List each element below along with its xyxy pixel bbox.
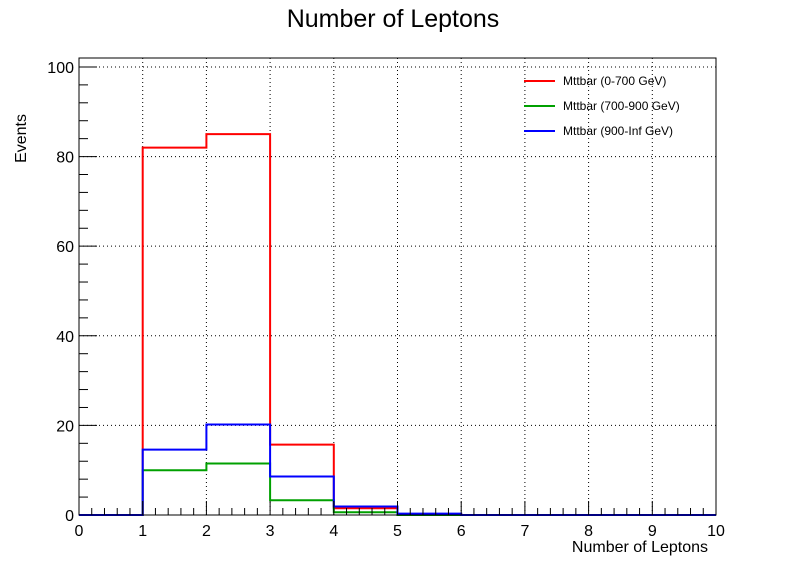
x-tick-label: 7 bbox=[520, 523, 529, 540]
x-tick-label: 8 bbox=[584, 523, 593, 540]
x-tick-label: 5 bbox=[393, 523, 402, 540]
y-tick-label: 0 bbox=[65, 508, 74, 525]
x-tick-label: 1 bbox=[138, 523, 147, 540]
legend-label: Mttbar (900-Inf GeV) bbox=[563, 124, 673, 138]
axis-ticks bbox=[78, 66, 717, 516]
series-layer bbox=[79, 133, 716, 516]
x-tick-label: 4 bbox=[329, 523, 338, 540]
legend: Mttbar (0-700 GeV) Mttbar (700-900 GeV) Mt… bbox=[524, 74, 680, 138]
series-line-1 bbox=[79, 133, 716, 516]
legend-label: Mttbar (0-700 GeV) bbox=[563, 74, 666, 88]
y-tick-label: 60 bbox=[56, 239, 74, 256]
y-tick-label: 80 bbox=[56, 150, 74, 167]
y-tick-label: 100 bbox=[47, 60, 74, 77]
y-tick-label: 40 bbox=[56, 329, 74, 346]
x-axis-label: Number of Leptons bbox=[572, 539, 708, 556]
legend-label: Mttbar (700-900 GeV) bbox=[563, 99, 680, 113]
x-tick-label: 10 bbox=[707, 523, 725, 540]
x-tick-label: 6 bbox=[457, 523, 466, 540]
x-tick-label: 3 bbox=[266, 523, 275, 540]
y-axis-label: Events bbox=[13, 114, 30, 163]
x-tick-label: 9 bbox=[648, 523, 657, 540]
x-tick-label: 0 bbox=[75, 523, 84, 540]
chart-title: Number of Leptons bbox=[287, 5, 500, 33]
x-tick-label: 2 bbox=[202, 523, 211, 540]
y-tick-label: 20 bbox=[56, 418, 74, 435]
